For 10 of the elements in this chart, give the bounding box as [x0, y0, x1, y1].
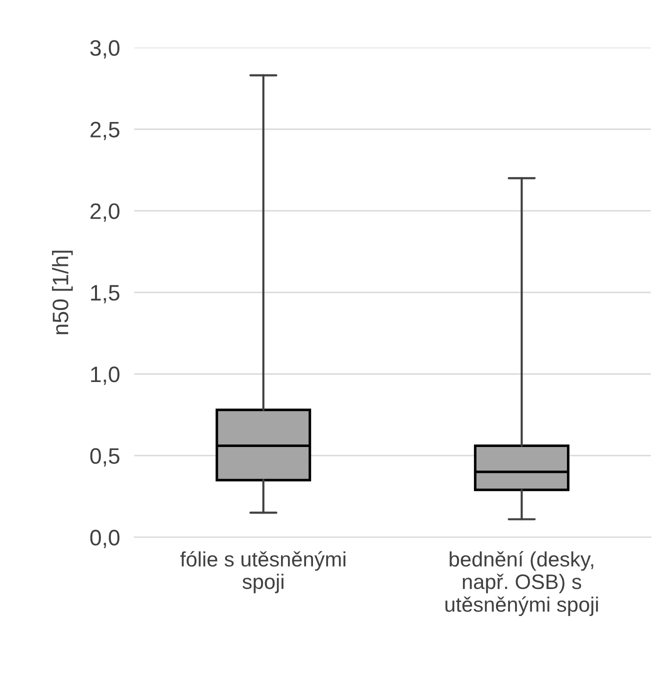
y-tick-label: 3,0 [90, 40, 120, 58]
y-axis-title: n50 [1/h] [52, 250, 73, 334]
y-tick-label: 2,0 [90, 203, 120, 222]
y-tick-label: 0,5 [90, 448, 120, 466]
y-tick-label: 2,5 [90, 122, 120, 140]
y-tick-label: 0,0 [90, 530, 120, 548]
y-tick-label: 1,0 [91, 366, 120, 385]
x-tick-label: bednění (desky, např. OSB) s utěsněnými spoji [445, 551, 598, 616]
y-tick-label: 1,5 [91, 285, 120, 304]
x-tick-label: fólie s utěsněnými spoji [180, 551, 346, 594]
